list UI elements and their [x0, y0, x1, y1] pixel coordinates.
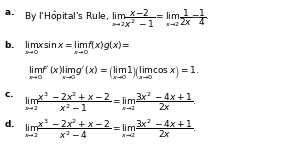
Text: $\lim_{x\to2}\dfrac{x^3-2x^2+x-2}{x^2-1} = \lim_{x\to2}\dfrac{3x^2-4x+1}{2x}.$: $\lim_{x\to2}\dfrac{x^3-2x^2+x-2}{x^2-1}…	[24, 90, 196, 113]
Text: $\lim_{x\to0} f'(x)\lim_{x\to0} g'(x) = \left(\lim_{x\to0} 1\right)\!\left(\lim_: $\lim_{x\to0} f'(x)\lim_{x\to0} g'(x) = …	[28, 65, 199, 82]
Text: $\mathbf{d.}$: $\mathbf{d.}$	[4, 118, 15, 129]
Text: $\mathbf{a.}$: $\mathbf{a.}$	[4, 8, 15, 17]
Text: $\mathbf{b.}$: $\mathbf{b.}$	[4, 39, 15, 50]
Text: $\mathbf{c.}$: $\mathbf{c.}$	[4, 90, 14, 99]
Text: $\lim_{x\to2}\dfrac{x^3-2x^2+x-2}{x^2-4} = \lim_{x\to2}\dfrac{3x^2-4x+1}{2x}.$: $\lim_{x\to2}\dfrac{x^3-2x^2+x-2}{x^2-4}…	[24, 118, 196, 141]
Text: $\lim_{x\to0} x\sin x = \lim_{x\to0} f(x)g(x) =$: $\lim_{x\to0} x\sin x = \lim_{x\to0} f(x…	[24, 39, 129, 57]
Text: By l'H$\hat{\rm o}$pital's Rule, $\lim_{x\to2}\dfrac{x-2}{x^2-1} = \lim_{x\to2}\: By l'H$\hat{\rm o}$pital's Rule, $\lim_{…	[24, 8, 209, 30]
